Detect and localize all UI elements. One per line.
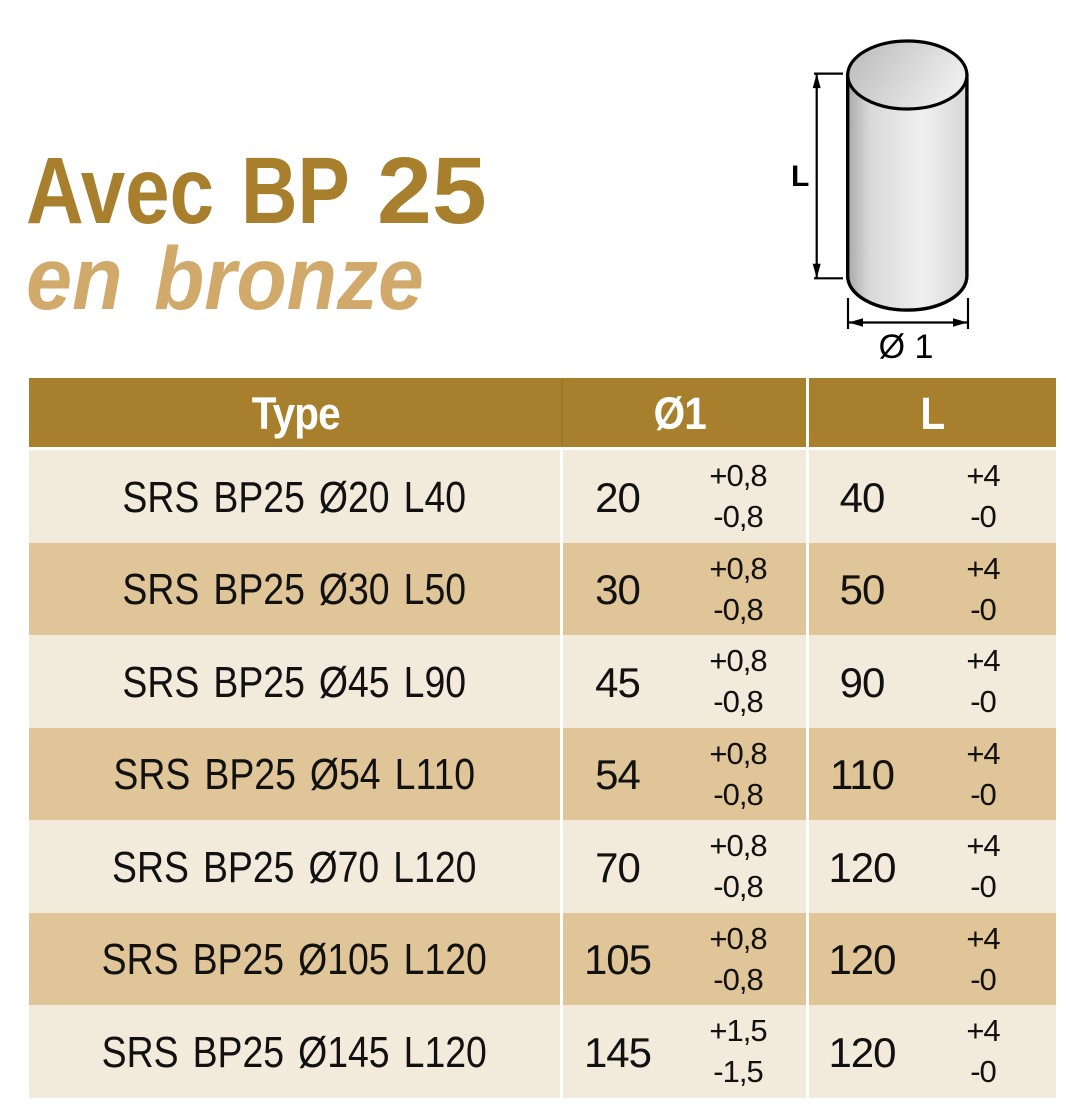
svg-text:Ø 1: Ø 1 — [879, 328, 934, 366]
svg-text:L: L — [791, 160, 809, 193]
